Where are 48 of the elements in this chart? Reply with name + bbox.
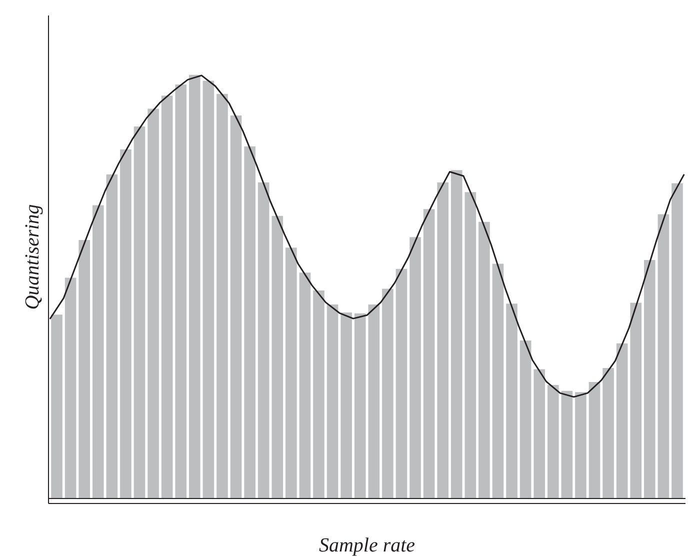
bar	[561, 390, 573, 498]
bar	[244, 146, 256, 498]
bar	[368, 304, 380, 498]
bar	[382, 288, 394, 498]
bar	[520, 340, 532, 498]
bar	[106, 174, 118, 498]
bar	[492, 264, 504, 498]
bar	[588, 382, 600, 498]
x-axis-title: Sample rate	[318, 534, 416, 556]
bar	[340, 312, 352, 498]
bar	[299, 272, 311, 498]
bar	[644, 260, 656, 498]
bar	[602, 368, 614, 498]
bar	[92, 205, 104, 498]
bar	[575, 392, 586, 498]
bar	[64, 278, 76, 498]
bar	[230, 115, 242, 498]
bar	[148, 108, 159, 498]
bar	[189, 74, 200, 498]
bar	[478, 222, 490, 498]
bar	[396, 268, 408, 498]
bar	[286, 248, 297, 498]
y-axis-title: Quantisering	[22, 204, 44, 310]
bar	[423, 209, 435, 498]
bar	[78, 240, 90, 498]
bar	[534, 369, 545, 498]
bar	[216, 94, 228, 498]
bar	[410, 237, 421, 498]
bar	[51, 314, 62, 498]
bar	[313, 290, 324, 498]
bar	[175, 84, 187, 498]
bar	[547, 384, 559, 498]
bar	[134, 126, 146, 498]
bar	[450, 170, 462, 498]
bar	[161, 96, 173, 498]
bar	[658, 214, 670, 498]
bar	[616, 343, 628, 498]
bar	[354, 313, 366, 498]
bar	[506, 304, 518, 498]
bar	[630, 302, 642, 498]
bar	[120, 149, 132, 498]
bar	[258, 182, 270, 498]
bar	[464, 192, 476, 498]
bar	[272, 216, 284, 498]
bar	[672, 183, 683, 498]
bar	[326, 304, 338, 498]
bar	[202, 80, 214, 498]
bar	[437, 182, 448, 498]
